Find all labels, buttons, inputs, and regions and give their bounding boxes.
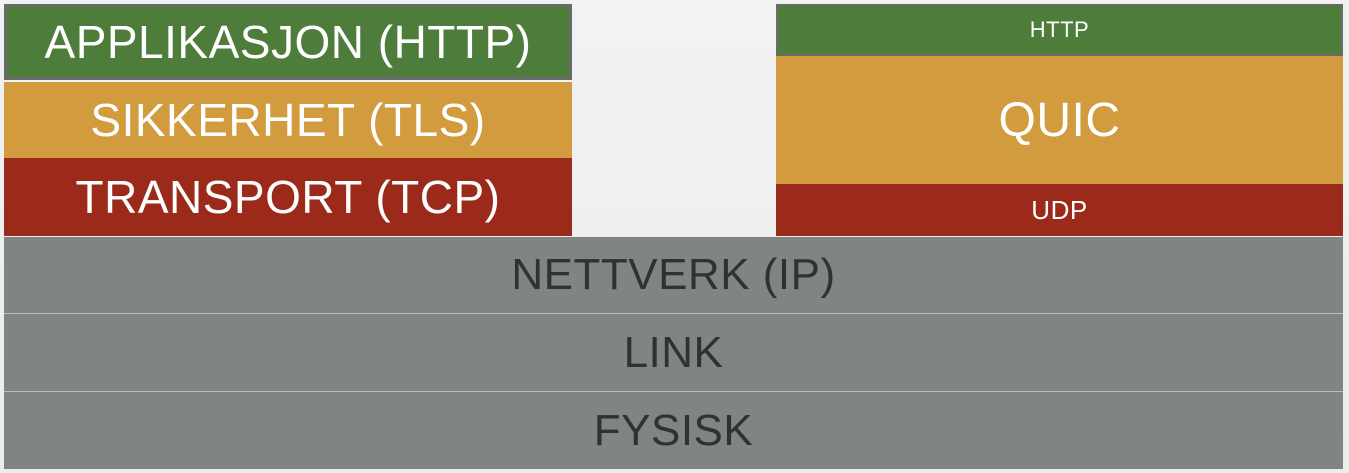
layer-transport-tcp: TRANSPORT (TCP) <box>4 158 572 236</box>
layer-application-http: APPLIKASJON (HTTP) <box>4 4 572 80</box>
layer-label: APPLIKASJON (HTTP) <box>44 16 532 68</box>
layer-label: TRANSPORT (TCP) <box>75 171 501 223</box>
layer-udp: UDP <box>776 184 1343 236</box>
layer-label: UDP <box>1031 194 1088 225</box>
layer-quic: QUIC <box>776 56 1343 184</box>
layer-network-ip: NETTVERK (IP) <box>4 237 1343 313</box>
layer-label: NETTVERK (IP) <box>511 250 836 299</box>
layer-divider <box>4 313 1343 314</box>
layer-divider <box>4 391 1343 392</box>
layer-label: HTTP <box>1029 17 1090 42</box>
layer-security-tls: SIKKERHET (TLS) <box>4 82 572 158</box>
layer-link: LINK <box>4 314 1343 391</box>
layer-label: FYSISK <box>593 405 754 455</box>
layer-label: LINK <box>623 327 724 377</box>
layer-label: SIKKERHET (TLS) <box>90 94 486 146</box>
layer-http: HTTP <box>776 4 1343 56</box>
layer-physical: FYSISK <box>4 392 1343 469</box>
layer-label: QUIC <box>998 93 1121 147</box>
